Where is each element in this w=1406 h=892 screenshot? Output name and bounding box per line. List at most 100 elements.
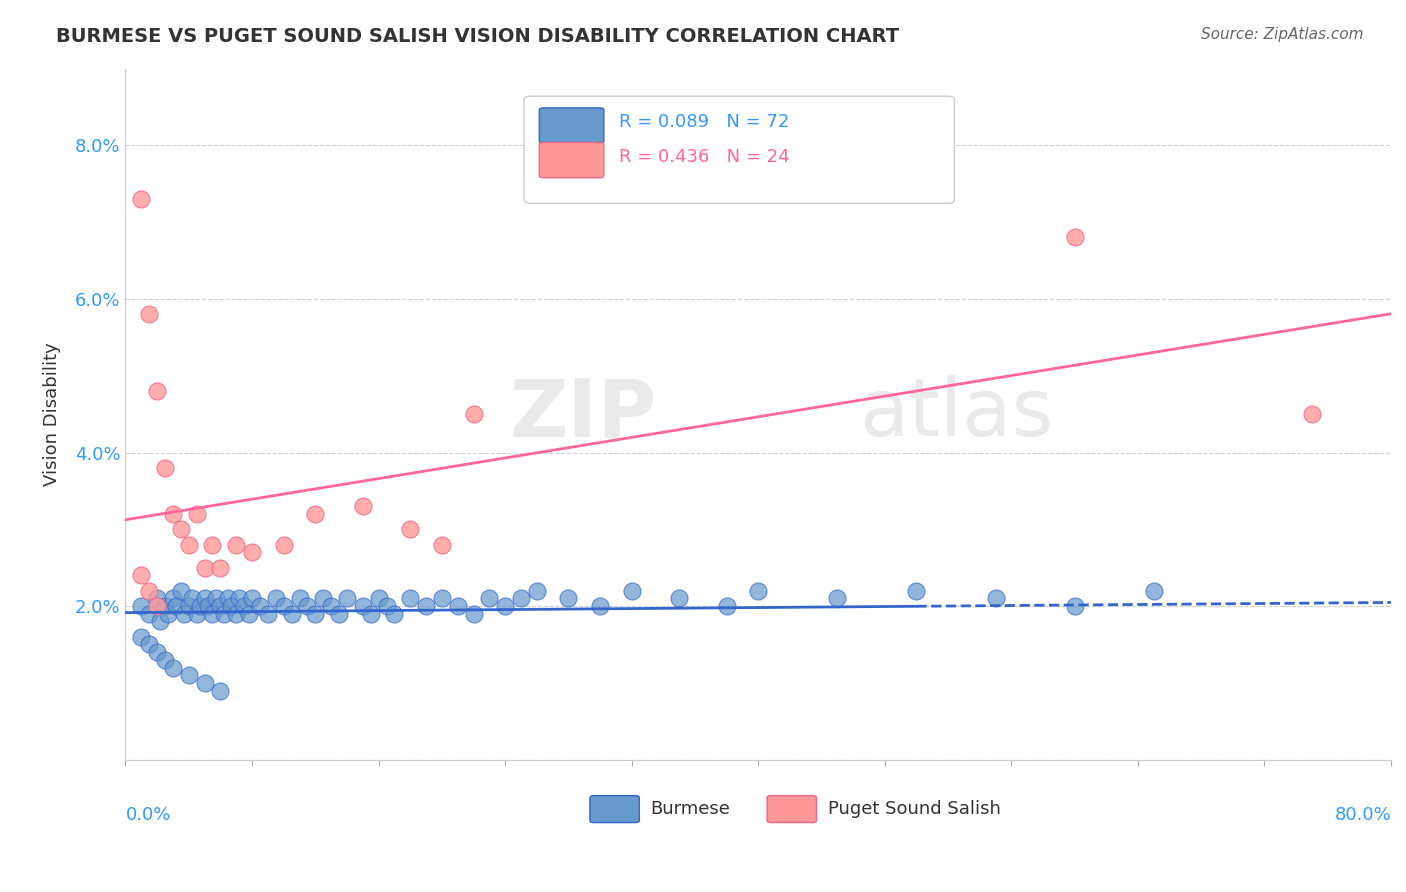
Point: [228, 591, 250, 606]
Point: [367, 591, 389, 606]
Point: [352, 500, 374, 514]
Text: R = 0.436   N = 24: R = 0.436 N = 24: [619, 148, 790, 166]
Point: [131, 192, 153, 206]
Text: BURMESE VS PUGET SOUND SALISH VISION DISABILITY CORRELATION CHART: BURMESE VS PUGET SOUND SALISH VISION DIS…: [56, 27, 900, 45]
Point: [375, 599, 398, 613]
Point: [510, 591, 533, 606]
Point: [173, 607, 195, 621]
Point: [186, 507, 208, 521]
Point: [177, 668, 200, 682]
Point: [221, 599, 243, 613]
Point: [747, 583, 769, 598]
Text: Source: ZipAtlas.com: Source: ZipAtlas.com: [1201, 27, 1364, 42]
Point: [201, 538, 224, 552]
Point: [494, 599, 516, 613]
Point: [447, 599, 470, 613]
Text: 0.0%: 0.0%: [125, 805, 172, 824]
Point: [526, 583, 548, 598]
Point: [620, 583, 643, 598]
Point: [225, 607, 247, 621]
Point: [146, 384, 169, 398]
Point: [328, 607, 350, 621]
FancyBboxPatch shape: [540, 143, 603, 178]
Text: ZIP: ZIP: [510, 376, 657, 453]
Text: R = 0.089   N = 72: R = 0.089 N = 72: [619, 113, 789, 131]
Point: [157, 607, 180, 621]
FancyBboxPatch shape: [768, 796, 817, 822]
Point: [240, 591, 263, 606]
FancyBboxPatch shape: [524, 96, 955, 203]
Point: [212, 607, 235, 621]
Point: [181, 591, 204, 606]
Point: [360, 607, 382, 621]
Point: [238, 607, 260, 621]
Point: [194, 560, 217, 574]
Point: [149, 615, 172, 629]
Point: [463, 407, 485, 421]
Point: [131, 599, 153, 613]
Point: [1063, 599, 1085, 613]
Point: [352, 599, 374, 613]
Point: [194, 676, 217, 690]
Point: [336, 591, 359, 606]
Point: [304, 607, 326, 621]
Text: 80.0%: 80.0%: [1334, 805, 1391, 824]
Point: [131, 568, 153, 582]
Point: [165, 599, 187, 613]
Point: [304, 507, 326, 521]
Point: [146, 645, 169, 659]
Point: [240, 545, 263, 559]
Point: [146, 591, 169, 606]
Point: [288, 591, 311, 606]
Point: [170, 583, 193, 598]
Point: [399, 591, 422, 606]
Point: [153, 599, 176, 613]
Point: [984, 591, 1007, 606]
Point: [273, 599, 295, 613]
Point: [209, 599, 232, 613]
Point: [589, 599, 612, 613]
Point: [177, 538, 200, 552]
Y-axis label: Vision Disability: Vision Disability: [44, 343, 60, 486]
Point: [264, 591, 287, 606]
Point: [188, 599, 211, 613]
Point: [415, 599, 437, 613]
Point: [153, 653, 176, 667]
Point: [209, 560, 232, 574]
Point: [280, 607, 302, 621]
Point: [557, 591, 579, 606]
Point: [153, 461, 176, 475]
Point: [170, 522, 193, 536]
Point: [201, 607, 224, 621]
FancyBboxPatch shape: [591, 796, 640, 822]
Text: Burmese: Burmese: [651, 800, 731, 818]
Text: atlas: atlas: [859, 376, 1054, 453]
Point: [194, 591, 217, 606]
Point: [225, 538, 247, 552]
Point: [827, 591, 849, 606]
Point: [478, 591, 501, 606]
Point: [905, 583, 928, 598]
Point: [204, 591, 226, 606]
Point: [162, 591, 184, 606]
Point: [138, 307, 160, 321]
Point: [257, 607, 280, 621]
Point: [162, 660, 184, 674]
Point: [430, 591, 453, 606]
Point: [312, 591, 335, 606]
Point: [131, 630, 153, 644]
Point: [162, 507, 184, 521]
Point: [146, 599, 169, 613]
Point: [716, 599, 738, 613]
Point: [177, 599, 200, 613]
Point: [138, 638, 160, 652]
Point: [384, 607, 406, 621]
Point: [233, 599, 256, 613]
Point: [249, 599, 271, 613]
Point: [138, 607, 160, 621]
Point: [668, 591, 690, 606]
Point: [463, 607, 485, 621]
Point: [209, 683, 232, 698]
Point: [197, 599, 219, 613]
Point: [1063, 230, 1085, 244]
